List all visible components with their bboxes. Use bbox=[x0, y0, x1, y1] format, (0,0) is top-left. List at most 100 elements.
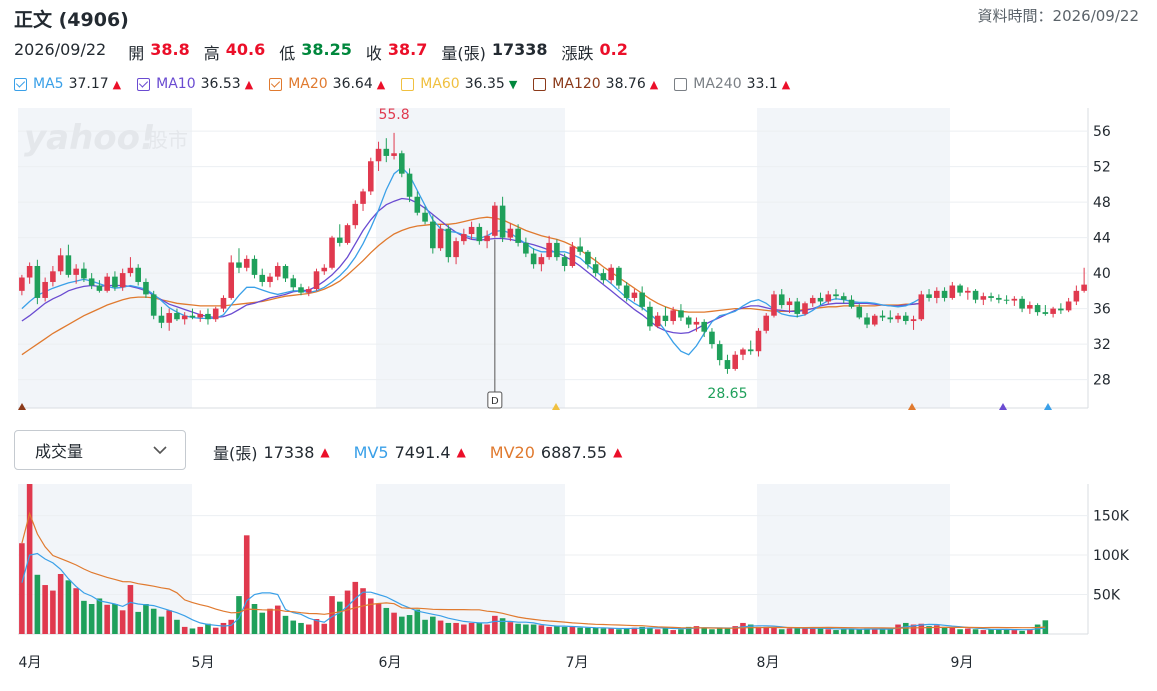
volume-bar bbox=[274, 605, 281, 634]
volume-bar bbox=[732, 626, 739, 634]
ma-toggle-ma240[interactable]: MA240 33.1 ▲ bbox=[674, 76, 790, 92]
price-tick-label: 36 bbox=[1093, 302, 1111, 318]
ma-toggle-ma120[interactable]: MA120 38.76 ▲ bbox=[533, 76, 658, 92]
trend-up-icon: ▲ bbox=[649, 77, 659, 91]
volume-bar bbox=[135, 611, 141, 634]
mv5-line bbox=[21, 552, 1046, 631]
checkbox-icon[interactable] bbox=[401, 77, 415, 91]
candle-body bbox=[321, 267, 328, 272]
volume-bar bbox=[228, 619, 235, 634]
volume-chart[interactable]: 50K 100K 150K 4月 5月 6月 7月 8月 9月 bbox=[0, 484, 1157, 691]
volume-label: 量(張) bbox=[441, 44, 486, 63]
candle-body bbox=[399, 153, 405, 174]
month-shade-band bbox=[18, 108, 192, 408]
candle-body bbox=[492, 205, 498, 236]
candle-body bbox=[538, 257, 545, 265]
volume-bar bbox=[329, 596, 335, 634]
price-chart[interactable]: yahoo! 股市 28 32 36 40 44 48 52 56 55.8 28.65 D bbox=[0, 108, 1157, 413]
volume-bar bbox=[181, 626, 188, 634]
volume-bar bbox=[73, 588, 79, 634]
candle-body bbox=[887, 317, 894, 320]
volume-bar bbox=[88, 604, 95, 634]
trend-down-icon: ▼ bbox=[508, 77, 518, 91]
candle-body bbox=[259, 274, 266, 282]
ma-toggle-ma10[interactable]: MA10 36.53 ▲ bbox=[137, 76, 253, 92]
volume-bar bbox=[600, 628, 607, 634]
price-tick-label: 40 bbox=[1093, 266, 1111, 282]
candle-body bbox=[127, 267, 134, 274]
volume-bar bbox=[809, 628, 816, 634]
volume-bar bbox=[65, 580, 72, 634]
close-value: 38.7 bbox=[387, 40, 428, 59]
volume-bar bbox=[42, 585, 48, 634]
candle-body bbox=[453, 241, 459, 258]
candle-body bbox=[267, 276, 273, 282]
volume-bar bbox=[158, 616, 165, 634]
candle-body bbox=[290, 278, 297, 288]
volume-bar bbox=[685, 626, 692, 634]
x-axis-labels: 4月 5月 6月 7月 8月 9月 bbox=[19, 655, 974, 671]
volume-value: 17338 bbox=[491, 40, 548, 59]
volume-bar bbox=[484, 624, 490, 634]
volume-bar bbox=[592, 627, 599, 634]
candle-body bbox=[561, 257, 568, 266]
ma-name: MA240 bbox=[693, 76, 742, 92]
event-triangle-icon bbox=[552, 403, 560, 410]
checkbox-icon[interactable] bbox=[269, 77, 283, 91]
candle-body bbox=[747, 349, 754, 352]
ma-toggle-ma20[interactable]: MA20 36.64 ▲ bbox=[269, 76, 385, 92]
checkbox-icon[interactable] bbox=[137, 77, 151, 91]
event-marker-box[interactable] bbox=[487, 391, 503, 409]
ohlc-summary: 2026/09/22 開 38.8 高 40.6 低 38.25 收 38.7 … bbox=[14, 40, 642, 64]
volume-bar bbox=[34, 574, 41, 634]
candle-body bbox=[298, 287, 304, 293]
volume-bar bbox=[143, 604, 149, 634]
trend-up-icon: ▲ bbox=[781, 77, 791, 91]
candle-body bbox=[740, 349, 746, 355]
volume-bar bbox=[476, 622, 483, 634]
volume-bar bbox=[1027, 629, 1033, 634]
candle-body bbox=[802, 303, 808, 314]
volume-bar bbox=[802, 627, 808, 634]
candle-body bbox=[639, 292, 645, 307]
candle-body bbox=[755, 330, 762, 352]
month-label: 5月 bbox=[192, 655, 215, 671]
low-label: 低 bbox=[279, 44, 296, 63]
checkbox-icon[interactable] bbox=[14, 77, 27, 91]
vol-label: 量(張) bbox=[213, 444, 258, 463]
month-shade-band bbox=[376, 484, 565, 634]
volume-bar bbox=[709, 629, 715, 634]
volume-bar bbox=[825, 629, 832, 634]
indicator-dropdown[interactable]: 成交量 bbox=[14, 430, 186, 470]
candle-body bbox=[988, 296, 994, 298]
candle-body bbox=[88, 278, 95, 286]
quote-date: 2026/09/22 bbox=[14, 40, 107, 59]
checkbox-icon[interactable] bbox=[674, 77, 688, 91]
candle-body bbox=[391, 153, 397, 156]
volume-bar bbox=[980, 630, 987, 634]
candle-body bbox=[499, 205, 506, 238]
ma-toggle-ma60[interactable]: MA60 36.35 ▼ bbox=[401, 76, 517, 92]
price-tick-label: 52 bbox=[1093, 160, 1111, 176]
volume-bar bbox=[344, 590, 351, 634]
candle-body bbox=[848, 299, 855, 307]
checkbox-icon[interactable] bbox=[533, 77, 547, 91]
candle-body bbox=[57, 255, 64, 272]
candle-body bbox=[732, 354, 739, 369]
volume-bar bbox=[771, 627, 777, 634]
volume-bar bbox=[50, 590, 56, 634]
volume-bar bbox=[833, 630, 839, 634]
candle-body bbox=[926, 294, 932, 298]
candle-body bbox=[360, 191, 366, 204]
ma-toggle-ma5[interactable]: MA5 37.17 ▲ bbox=[14, 76, 121, 92]
volume-bar bbox=[864, 628, 870, 634]
candle-body bbox=[468, 226, 475, 235]
candle-body bbox=[577, 246, 583, 252]
candle-body bbox=[166, 313, 172, 323]
candle-body bbox=[670, 310, 676, 322]
candle-body bbox=[1011, 298, 1018, 301]
event-marker[interactable]: D bbox=[487, 239, 503, 409]
volume-bar bbox=[763, 626, 770, 634]
volume-bar bbox=[623, 628, 630, 634]
candle-body bbox=[119, 273, 126, 288]
